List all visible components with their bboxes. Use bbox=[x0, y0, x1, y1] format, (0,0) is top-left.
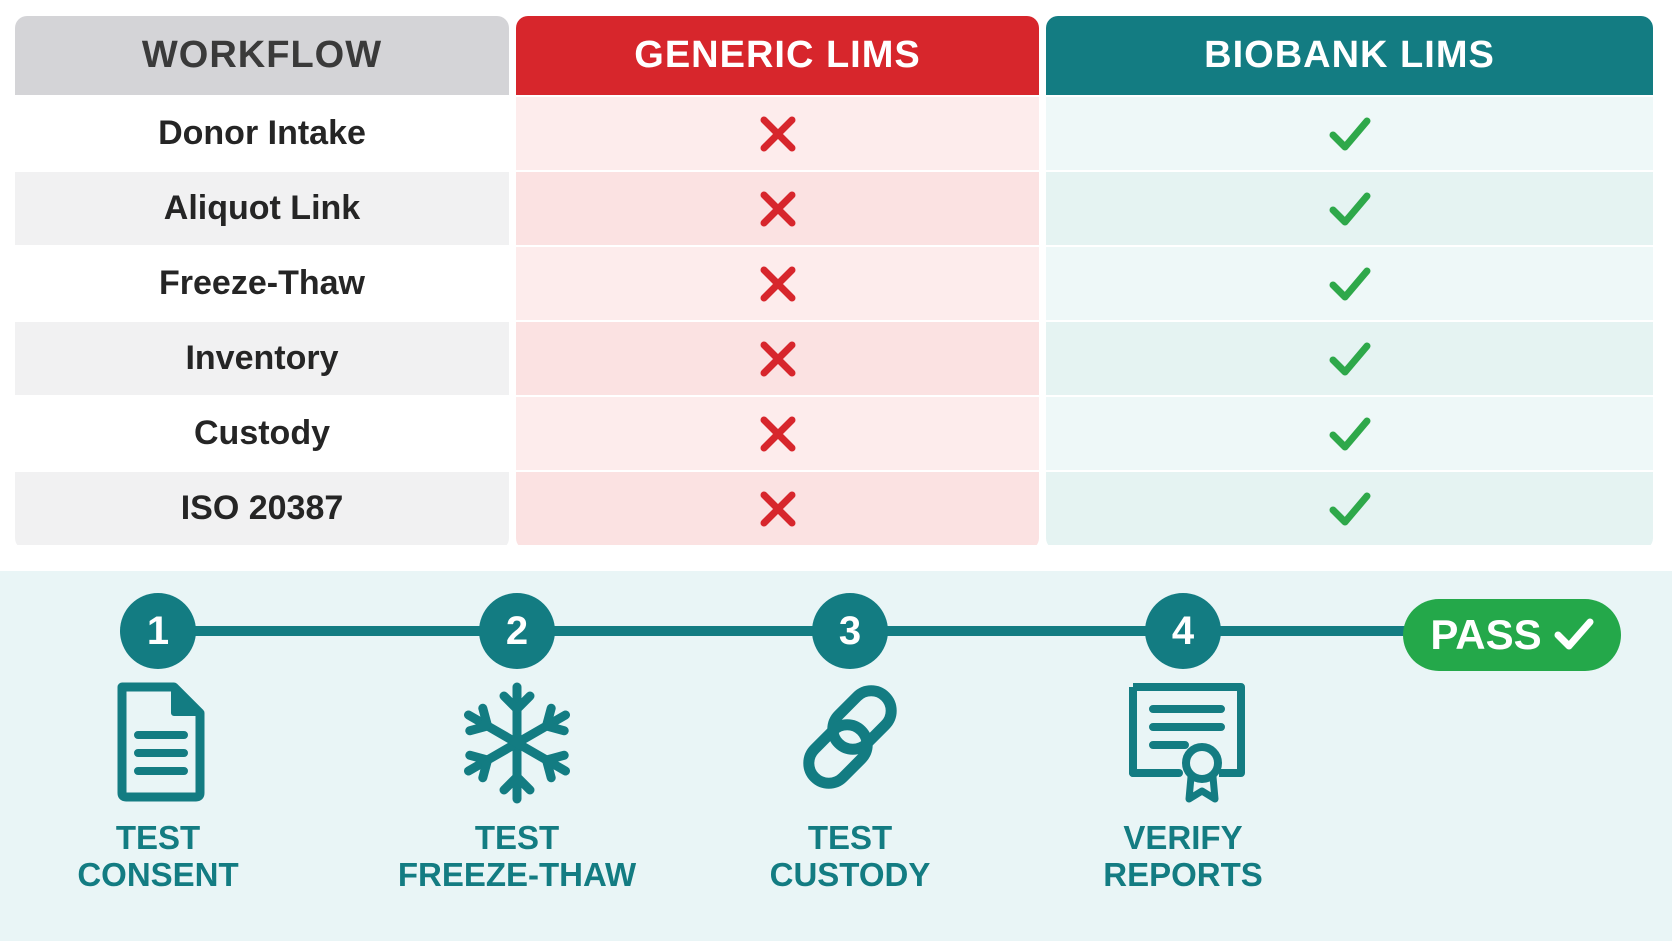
workflow-cell: ISO 20387 bbox=[15, 472, 509, 545]
check-icon bbox=[1329, 117, 1370, 150]
check-icon bbox=[1329, 267, 1370, 300]
generic-cell bbox=[516, 172, 1039, 245]
generic-cell bbox=[516, 322, 1039, 395]
step-number-badge: 2 bbox=[479, 593, 555, 669]
biobank-cell bbox=[1046, 172, 1653, 245]
document-icon bbox=[117, 682, 205, 802]
generic-cell bbox=[516, 247, 1039, 320]
workflow-header: WORKFLOW bbox=[15, 16, 509, 95]
generic-lims-header: GENERIC LIMS bbox=[516, 16, 1039, 95]
step-label: TEST CONSENT bbox=[77, 819, 239, 893]
cross-icon bbox=[760, 191, 795, 226]
generic-lims-column: GENERIC LIMS bbox=[516, 16, 1039, 550]
step-number-badge: 4 bbox=[1145, 593, 1221, 669]
workflow-cell: Donor Intake bbox=[15, 97, 509, 170]
cross-icon bbox=[760, 116, 795, 151]
process-track bbox=[155, 626, 1430, 636]
cross-icon bbox=[760, 416, 795, 451]
snowflake-icon bbox=[464, 682, 570, 804]
check-icon bbox=[1554, 618, 1594, 650]
step-number-badge: 3 bbox=[812, 593, 888, 669]
workflow-cell: Custody bbox=[15, 397, 509, 470]
validation-process: 1 TEST CONSENT 2 bbox=[0, 571, 1672, 941]
generic-cell bbox=[516, 397, 1039, 470]
step-label: TEST FREEZE-THAW bbox=[397, 819, 637, 893]
check-icon bbox=[1329, 492, 1370, 525]
workflow-cell: Freeze-Thaw bbox=[15, 247, 509, 320]
check-icon bbox=[1329, 192, 1370, 225]
step-label: VERIFY REPORTS bbox=[1103, 819, 1263, 893]
biobank-cell bbox=[1046, 322, 1653, 395]
biobank-cell bbox=[1046, 97, 1653, 170]
comparison-table: WORKFLOW Donor Intake Aliquot Link Freez… bbox=[15, 16, 1653, 550]
pass-badge: PASS bbox=[1403, 599, 1621, 671]
step-label: TEST CUSTODY bbox=[769, 819, 931, 893]
biobank-cell bbox=[1046, 247, 1653, 320]
pass-label: PASS bbox=[1430, 611, 1542, 658]
workflow-cell: Aliquot Link bbox=[15, 172, 509, 245]
step-number-badge: 1 bbox=[120, 593, 196, 669]
cross-icon bbox=[760, 266, 795, 301]
check-icon bbox=[1329, 342, 1370, 375]
cross-icon bbox=[760, 491, 795, 526]
biobank-lims-header: BIOBANK LIMS bbox=[1046, 16, 1653, 95]
chain-link-icon bbox=[803, 685, 897, 789]
workflow-cell: Inventory bbox=[15, 322, 509, 395]
biobank-cell bbox=[1046, 472, 1653, 545]
generic-cell bbox=[516, 97, 1039, 170]
generic-cell bbox=[516, 472, 1039, 545]
cross-icon bbox=[760, 341, 795, 376]
certificate-icon bbox=[1129, 683, 1245, 803]
check-icon bbox=[1329, 417, 1370, 450]
workflow-column: WORKFLOW Donor Intake Aliquot Link Freez… bbox=[15, 16, 509, 550]
biobank-lims-column: BIOBANK LIMS bbox=[1046, 16, 1653, 550]
biobank-cell bbox=[1046, 397, 1653, 470]
